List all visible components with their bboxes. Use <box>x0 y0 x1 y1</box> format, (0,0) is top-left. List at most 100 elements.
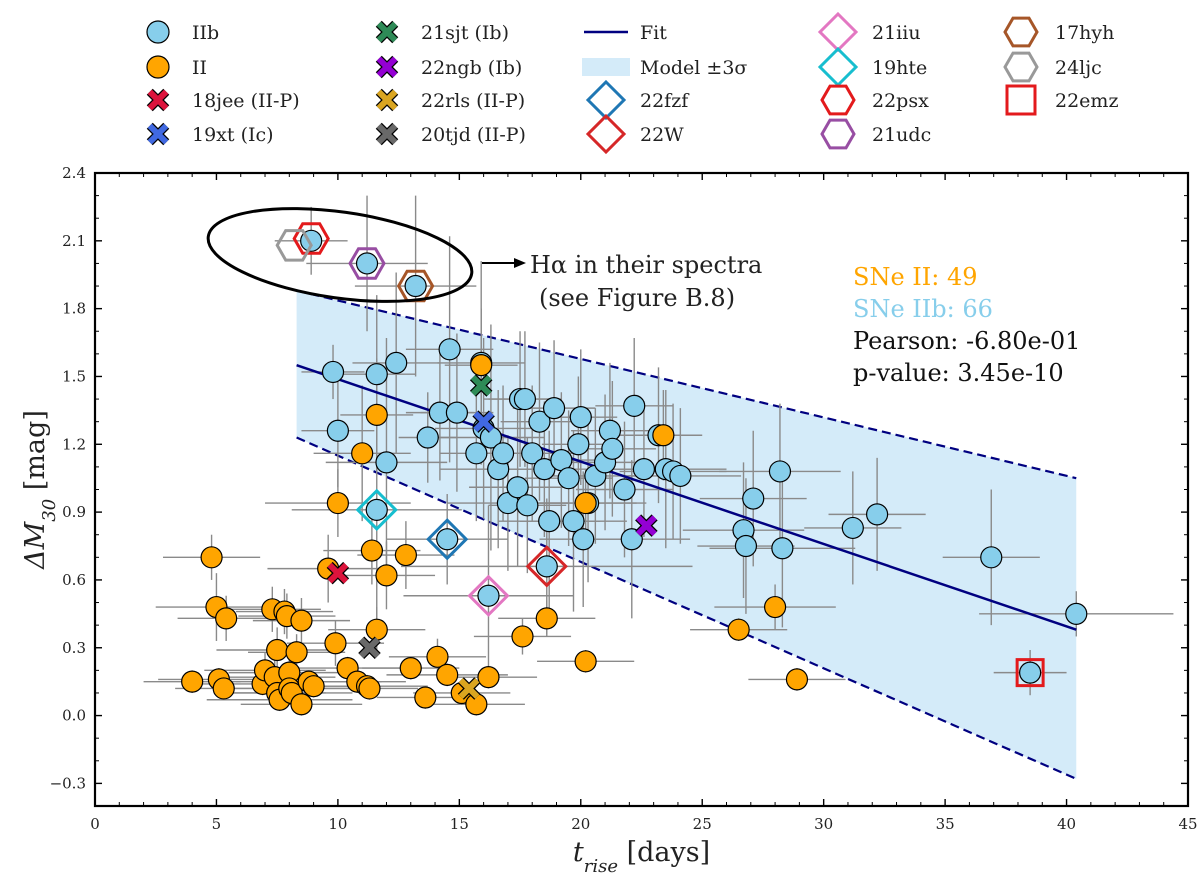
marker-22emz <box>1015 658 1045 688</box>
legend: IIb II 18jee (II-P) 19xt (Ic) 21sjt (Ib) 22ng… <box>146 11 1118 155</box>
x-tick-label: 0 <box>90 815 100 833</box>
marker-19hte <box>355 488 398 531</box>
data-point-II <box>436 663 459 686</box>
y-axis-label: ΔM30 [mag] <box>20 410 60 570</box>
data-point-II <box>785 668 809 691</box>
marker-19xt <box>472 410 495 433</box>
legend-marker-21udc <box>820 118 856 150</box>
data-point-II <box>290 609 313 632</box>
data-point-II <box>351 442 374 465</box>
data-point-II <box>200 546 223 569</box>
marker-18jee <box>326 561 350 585</box>
legend-label: 21sjt (Ib) <box>421 22 509 44</box>
data-point-IIb <box>841 516 864 540</box>
legend-label: 19xt (Ic) <box>192 124 274 146</box>
x-axis-label: trise [days] <box>573 837 710 877</box>
legend-marker-19hte <box>817 46 859 88</box>
data-point-IIb <box>620 528 643 551</box>
data-point-II <box>414 686 437 709</box>
y-tick-label: 2.1 <box>62 232 86 250</box>
data-point-II <box>511 625 534 648</box>
legend-marker-22ngb <box>375 55 399 79</box>
data-point-II <box>574 491 597 515</box>
data-point-II <box>266 638 289 662</box>
y-tick-label: 0.3 <box>62 639 86 657</box>
data-point-IIb <box>465 442 488 465</box>
x-tick-label: 10 <box>328 815 347 833</box>
plot-area: Hα in their spectra (see Figure B.8) SNe I… <box>20 164 1198 877</box>
data-point-IIb <box>438 338 461 361</box>
y-tick-label: 1.2 <box>62 435 86 453</box>
series-II <box>181 354 809 716</box>
data-point-II <box>426 645 449 668</box>
y-tick-label: 1.5 <box>62 367 86 385</box>
legend-marker-24ljc <box>1003 51 1039 83</box>
data-point-II <box>324 632 347 655</box>
x-tick-label: 25 <box>693 815 712 833</box>
data-point-IIb <box>506 476 529 499</box>
marker-20tjd <box>358 636 381 660</box>
data-point-IIb <box>742 487 765 510</box>
marker-22rls <box>457 677 481 700</box>
legend-marker-22emz <box>1005 84 1037 116</box>
legend-label: Fit <box>640 22 667 44</box>
legend-label: 19hte <box>872 57 927 79</box>
data-point-II <box>285 641 308 664</box>
fit-line <box>296 363 1077 631</box>
marker-22fzf <box>426 518 469 561</box>
x-tick-label: 40 <box>1057 815 1076 833</box>
data-point-IIb <box>1065 602 1088 625</box>
data-point-IIb <box>613 478 636 501</box>
data-point-IIb <box>562 510 585 533</box>
data-point-II <box>326 491 349 515</box>
data-point-II <box>535 607 558 630</box>
data-point-IIb <box>535 555 558 578</box>
data-point-IIb <box>528 410 551 433</box>
x-tick-label: 20 <box>571 815 590 833</box>
data-point-IIb <box>385 351 408 374</box>
legend-label: 22emz <box>1055 90 1118 112</box>
legend-label: Model ±3σ <box>640 57 747 79</box>
data-point-IIb <box>445 401 469 424</box>
annotation-line2: (see Figure B.8) <box>539 284 735 312</box>
x-tick-label: 15 <box>450 815 469 833</box>
data-point-II <box>399 656 422 680</box>
marker-21udc <box>348 247 386 280</box>
stat-text: p-value: 3.45e-10 <box>853 359 1064 387</box>
data-point-II <box>477 666 500 689</box>
legend-marker-17hyh <box>1003 16 1039 48</box>
data-point-II <box>365 618 388 641</box>
data-point-IIb <box>516 494 539 517</box>
annotation-ellipse <box>206 207 474 303</box>
data-point-IIb <box>326 419 349 442</box>
data-point-IIb <box>521 442 544 465</box>
legend-marker-19xt <box>146 122 170 146</box>
data-point-IIb <box>533 458 556 481</box>
data-point-IIb <box>632 458 656 481</box>
data-point-IIb <box>436 528 459 551</box>
legend-marker-22psx <box>820 84 856 116</box>
data-point-II <box>302 675 325 698</box>
data-point-IIb <box>569 406 592 429</box>
legend-label: 22W <box>640 124 684 146</box>
y-tick-label: 0.9 <box>62 503 86 521</box>
marker-22ngb <box>635 514 658 537</box>
data-point-II <box>358 677 381 700</box>
data-point-IIb <box>557 467 580 490</box>
data-point-II <box>360 539 383 562</box>
legend-label: 22fzf <box>640 90 690 112</box>
data-point-IIb <box>404 274 427 298</box>
data-point-II <box>394 543 417 567</box>
data-point-II <box>181 670 204 693</box>
y-tick-label: 0.6 <box>62 571 86 589</box>
marker-22psx <box>292 222 330 255</box>
y-tick-label: −0.3 <box>50 774 86 792</box>
legend-label: 21iiu <box>872 22 921 44</box>
legend-label: 21udc <box>872 124 931 146</box>
legend-marker-Model <box>582 58 630 76</box>
data-point-IIb <box>669 464 692 488</box>
data-point-IIb <box>477 584 500 607</box>
series-IIb <box>300 229 1088 684</box>
data-point-IIb <box>365 363 388 386</box>
data-point-IIb <box>365 498 388 521</box>
